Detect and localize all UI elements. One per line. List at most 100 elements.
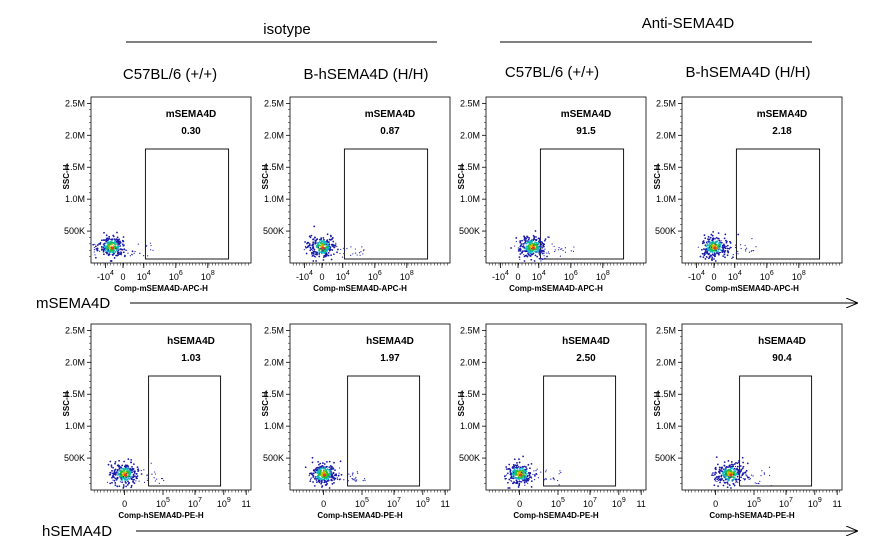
event-dot <box>336 477 338 479</box>
event-dot <box>108 243 111 246</box>
event-dot <box>133 475 136 478</box>
event-dot <box>704 249 706 251</box>
event-dot <box>717 252 719 255</box>
event-dot <box>308 475 310 477</box>
event-dot <box>107 463 110 466</box>
event-dot <box>507 481 509 484</box>
event-dot <box>505 474 508 476</box>
group-label-isotype: isotype <box>263 21 311 38</box>
event-dot <box>328 245 330 247</box>
event-dot <box>137 469 139 471</box>
event-dot <box>712 230 715 233</box>
event-dot <box>135 473 138 475</box>
event-dot <box>742 465 745 468</box>
event-dot <box>340 478 342 480</box>
y-tick-label: 1.5M <box>65 162 85 172</box>
y-tick-label: 2.0M <box>264 130 284 140</box>
event-dot <box>712 238 715 241</box>
event-dot <box>140 469 142 472</box>
event-dot <box>123 469 126 472</box>
event-dot <box>122 236 125 238</box>
y-axis-label: SSC-H <box>62 164 71 189</box>
event-dot <box>337 475 340 477</box>
x-tick-label: 108 <box>792 270 806 282</box>
event-dot <box>114 462 116 465</box>
event-dot <box>524 484 526 486</box>
event-dot <box>308 235 311 238</box>
event-dot <box>102 239 105 241</box>
event-dot <box>335 473 338 476</box>
event-dot <box>711 245 714 248</box>
event-dot <box>332 477 335 480</box>
event-dot <box>533 470 535 472</box>
event-dot <box>340 473 343 476</box>
event-dot <box>722 479 725 482</box>
event-dot <box>733 467 736 470</box>
event-dot <box>572 250 575 252</box>
event-dot <box>535 251 537 253</box>
event-dot <box>117 240 120 243</box>
event-dot <box>533 478 536 481</box>
event-dot <box>320 471 323 474</box>
y-tick-label: 2.5M <box>460 325 480 335</box>
event-dot <box>752 475 754 477</box>
event-dot <box>323 476 326 479</box>
event-dot <box>714 243 716 245</box>
x-tick-label: 108 <box>400 270 414 282</box>
event-dot <box>714 252 716 254</box>
event-dot <box>330 467 332 469</box>
event-dot <box>156 478 158 480</box>
event-dot <box>708 243 711 246</box>
event-dot <box>726 254 729 257</box>
event-dot <box>746 475 748 477</box>
plot-frame <box>289 323 451 491</box>
gate-rectangle <box>735 148 821 260</box>
event-dot <box>544 257 546 259</box>
event-dot <box>120 475 123 478</box>
event-dot <box>736 471 739 474</box>
event-dot <box>558 247 560 249</box>
event-dot <box>114 240 116 243</box>
event-dot <box>112 479 114 481</box>
event-dot <box>532 473 534 476</box>
event-dot <box>308 472 311 475</box>
event-dot <box>701 242 704 245</box>
event-dot <box>120 477 123 479</box>
event-dot <box>719 243 722 246</box>
event-dot <box>113 476 115 479</box>
event-dot <box>561 248 563 250</box>
event-dot <box>114 484 117 487</box>
event-dot <box>330 468 333 471</box>
event-dot <box>515 482 517 484</box>
event-dot <box>112 253 114 256</box>
event-dot <box>711 256 714 259</box>
event-dot <box>505 466 508 468</box>
event-dot <box>98 243 100 245</box>
event-dot <box>333 482 335 484</box>
event-dot <box>729 477 731 479</box>
event-dot <box>530 480 533 483</box>
y-tick-label: 2.0M <box>65 130 85 140</box>
event-dot <box>321 243 324 246</box>
y-tick-label: 2.5M <box>65 325 85 335</box>
event-dot <box>731 257 733 260</box>
x-axis-label: Comp-hSEMA4D-PE-H <box>118 511 204 520</box>
event-dot <box>125 470 128 473</box>
event-dot <box>514 482 516 484</box>
event-dot <box>730 487 732 489</box>
event-dot <box>726 250 729 252</box>
event-cloud <box>92 231 154 262</box>
event-dot <box>521 481 523 483</box>
event-dot <box>714 241 717 244</box>
event-dot <box>109 473 111 475</box>
event-dot <box>355 480 357 482</box>
event-dot <box>99 243 101 245</box>
event-dot <box>745 250 747 252</box>
event-dot <box>559 255 562 257</box>
event-dot <box>307 246 310 248</box>
event-dot <box>131 250 134 253</box>
event-dot <box>517 465 520 468</box>
event-dot <box>152 249 154 251</box>
event-dot <box>319 465 322 468</box>
event-dot <box>123 248 126 251</box>
